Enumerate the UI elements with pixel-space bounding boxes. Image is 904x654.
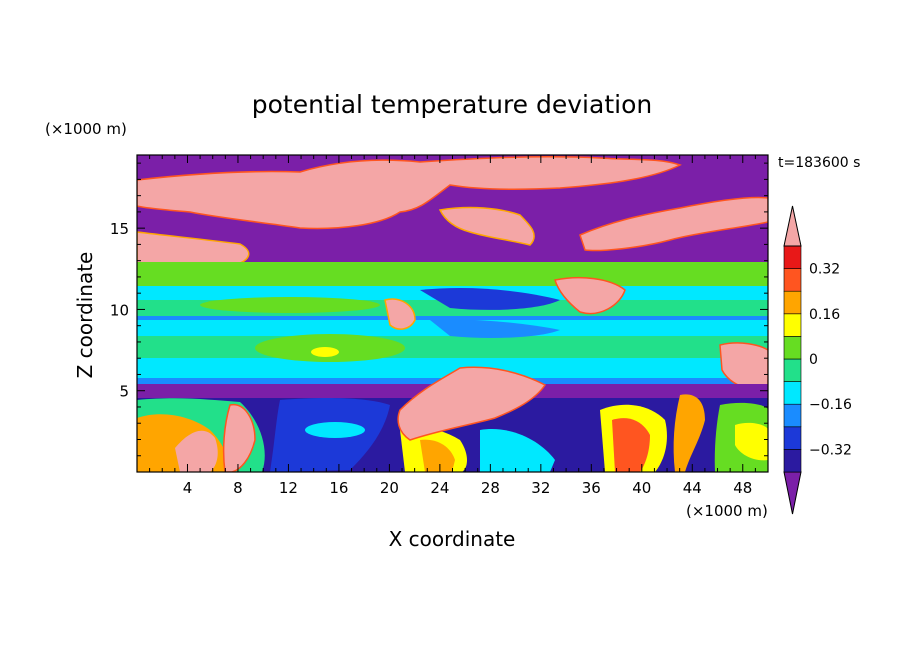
y-tick-label: 15 <box>110 220 129 238</box>
colorbar-upper-arrow <box>783 205 802 247</box>
upper-pink-patch-2 <box>438 206 535 246</box>
y-tick-label: 5 <box>119 383 129 401</box>
lower-pink-left <box>175 430 218 472</box>
x-tick-label: 20 <box>380 479 399 497</box>
mid-green-blob-2 <box>200 297 380 313</box>
colorbar-tick-label: −0.32 <box>809 442 852 458</box>
colorbar-segment <box>783 245 802 269</box>
mid-band-green-1 <box>137 262 768 286</box>
x-unit-label: (×1000 m) <box>686 502 768 520</box>
y-unit-label: (×1000 m) <box>45 120 127 138</box>
mid-pink-patch-3 <box>719 342 768 392</box>
lower-cyan-mid <box>480 429 555 472</box>
x-tick-label: 44 <box>683 479 702 497</box>
colorbar-segment <box>783 268 802 292</box>
lower-orange-mid <box>420 439 455 472</box>
x-tick-label: 24 <box>430 479 449 497</box>
x-tick-label: 32 <box>531 479 550 497</box>
x-tick-label: 8 <box>233 479 243 497</box>
upper-pink-patch-3 <box>579 196 768 252</box>
colorbar-segment <box>783 358 802 382</box>
heatmap-field <box>137 155 768 472</box>
lower-yellow-right-2 <box>735 422 768 461</box>
lower-red-right <box>612 418 650 472</box>
x-tick-label: 36 <box>582 479 601 497</box>
mid-band-cyan-3 <box>137 358 768 378</box>
colorbar-segment <box>783 403 802 428</box>
colorbar-segment <box>783 290 802 315</box>
mid-blue-patch <box>420 288 560 310</box>
y-axis: 5 10 15 <box>110 162 768 457</box>
colorbar-segment <box>783 381 802 405</box>
colorbar-lower-arrow <box>783 471 802 515</box>
x-tick-label: 4 <box>183 479 193 497</box>
x-tick-label: 28 <box>481 479 500 497</box>
x-tick-label: 48 <box>733 479 752 497</box>
colorbar-segment <box>783 336 802 360</box>
y-axis-label: Z coordinate <box>73 252 97 379</box>
colorbar-segment <box>783 313 802 337</box>
y-tick-label: 10 <box>110 301 129 319</box>
mid-blue-patch-2 <box>430 319 560 338</box>
colorbar-segment <box>783 426 802 450</box>
x-tick-label: 40 <box>632 479 651 497</box>
x-axis: 4 8 12 16 20 24 28 32 36 40 44 48 <box>149 155 756 497</box>
colorbar-tick-label: −0.16 <box>809 397 852 413</box>
mid-pink-patch-2 <box>384 298 416 330</box>
colorbar-segment <box>783 449 802 473</box>
colorbar: 0.32 0.16 0 −0.16 −0.32 <box>783 205 852 515</box>
mid-yellow-blob <box>311 347 339 357</box>
x-tick-label: 16 <box>329 479 348 497</box>
mid-band-blue-line <box>137 316 768 320</box>
chart-title: potential temperature deviation <box>252 90 652 119</box>
lower-cyan-blob <box>305 422 365 438</box>
upper-pink-cloud <box>137 156 682 230</box>
colorbar-tick-label: 0.32 <box>809 262 840 278</box>
colorbar-tick-label: 0 <box>809 352 818 368</box>
mid-pink-patch <box>554 276 626 315</box>
time-label: t=183600 s <box>778 155 860 171</box>
lower-orange-right <box>673 394 705 472</box>
x-tick-label: 12 <box>279 479 298 497</box>
mid-band-green-3 <box>137 336 768 358</box>
x-axis-label: X coordinate <box>389 527 516 551</box>
lower-pink-plume <box>397 366 547 441</box>
colorbar-tick-label: 0.16 <box>809 307 840 323</box>
lower-pink-left-2 <box>222 404 256 472</box>
